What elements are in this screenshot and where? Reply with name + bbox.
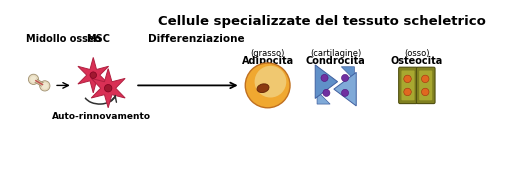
Text: Differenziazione: Differenziazione — [147, 34, 244, 44]
Circle shape — [30, 76, 37, 83]
FancyBboxPatch shape — [399, 67, 417, 104]
Circle shape — [245, 63, 290, 108]
Polygon shape — [315, 65, 337, 98]
Circle shape — [342, 74, 349, 82]
Circle shape — [323, 89, 330, 96]
Polygon shape — [33, 78, 46, 88]
Text: Midollo osseo: Midollo osseo — [26, 34, 101, 44]
Text: Osteocita: Osteocita — [391, 56, 443, 66]
Polygon shape — [78, 58, 109, 93]
Polygon shape — [91, 69, 125, 108]
FancyBboxPatch shape — [416, 67, 435, 104]
Circle shape — [254, 66, 286, 98]
Circle shape — [421, 75, 429, 83]
Circle shape — [342, 89, 349, 96]
Text: Adipocita: Adipocita — [242, 56, 294, 66]
Circle shape — [321, 74, 328, 82]
Circle shape — [28, 74, 38, 84]
Text: (osso): (osso) — [404, 49, 430, 58]
Text: (grasso): (grasso) — [250, 49, 285, 58]
Circle shape — [421, 88, 429, 96]
Polygon shape — [342, 67, 354, 80]
Circle shape — [104, 84, 112, 92]
Ellipse shape — [257, 84, 269, 93]
Circle shape — [41, 83, 48, 89]
Text: MSC: MSC — [86, 34, 110, 44]
Text: Cellule specializzate del tessuto scheletrico: Cellule specializzate del tessuto schele… — [158, 15, 486, 28]
FancyBboxPatch shape — [401, 70, 415, 100]
Text: Condrocita: Condrocita — [306, 56, 366, 66]
Circle shape — [40, 81, 50, 91]
Text: (cartilagine): (cartilagine) — [310, 49, 361, 58]
Circle shape — [90, 72, 97, 78]
Text: Auto-rinnovamento: Auto-rinnovamento — [52, 112, 151, 121]
Polygon shape — [35, 80, 44, 86]
Circle shape — [404, 75, 411, 83]
Polygon shape — [317, 91, 330, 104]
Polygon shape — [334, 72, 356, 106]
FancyBboxPatch shape — [419, 70, 432, 100]
Circle shape — [404, 88, 411, 96]
